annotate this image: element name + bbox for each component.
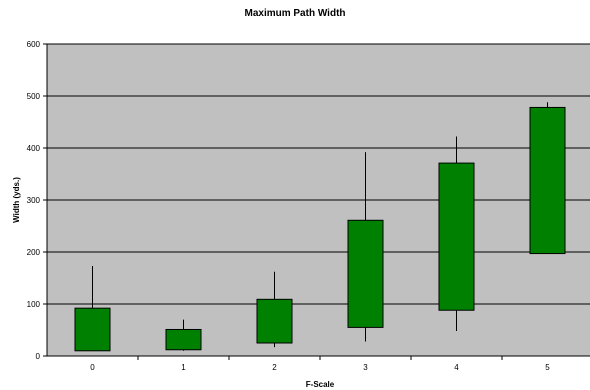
y-tick-label-300: 300 [27,196,41,205]
box-f1 [165,328,202,351]
chart-title: Maximum Path Width [244,8,345,19]
x-tick-label-f4: 4 [454,363,459,372]
plot-area: 0 100 200 300 400 500 600 0 1 2 3 4 5 [27,40,590,372]
y-tick-label-400: 400 [27,144,41,153]
box-f4 [438,162,475,311]
x-tick-label-f3: 3 [363,363,368,372]
box-f0 [74,307,111,352]
y-tick-label-600: 600 [27,40,41,49]
x-tick-label-f5: 5 [545,363,550,372]
x-axis-label: F-Scale [306,380,335,389]
box-f2 [256,298,293,344]
y-tick-label-100: 100 [27,300,41,309]
x-tick-label-f1: 1 [181,363,186,372]
x-tick-label-f0: 0 [90,363,95,372]
x-tick-label-f2: 2 [272,363,277,372]
y-tick-label-200: 200 [27,248,41,257]
y-axis-label: Width (yds.) [12,177,21,223]
y-tick-label-0: 0 [36,352,41,361]
box-f5 [529,106,566,255]
box-f3 [347,219,384,328]
y-tick-label-500: 500 [27,92,41,101]
